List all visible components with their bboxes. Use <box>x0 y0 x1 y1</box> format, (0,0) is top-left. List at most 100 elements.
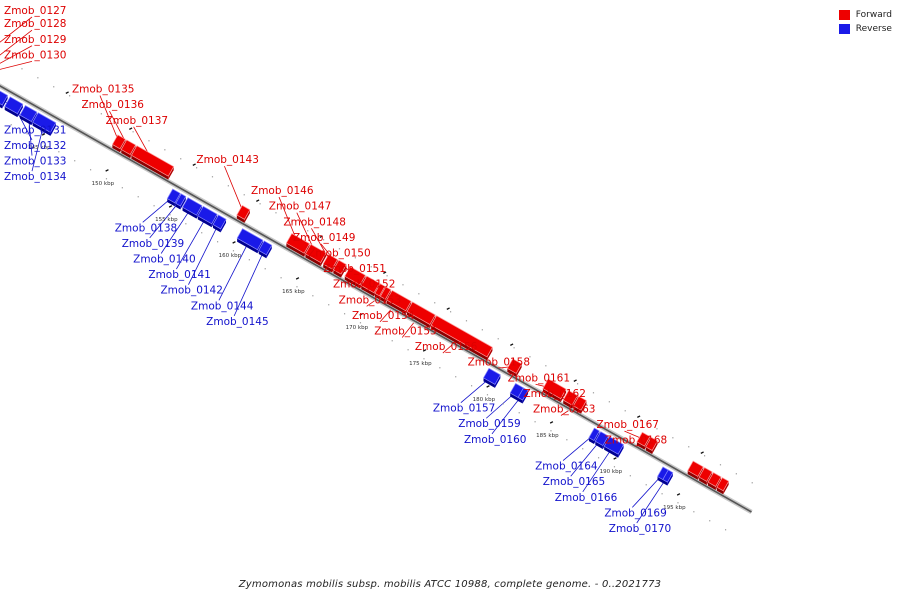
label-connector <box>0 16 33 43</box>
minor-dot <box>608 401 610 403</box>
minor-dot <box>582 448 584 450</box>
gene-label[interactable]: Zmob_0148 <box>283 216 345 228</box>
label-connector <box>0 60 33 70</box>
gene-zmob_0158[interactable] <box>506 358 523 377</box>
gene-end-face <box>50 122 56 136</box>
gene-label[interactable]: Zmob_0135 <box>72 84 134 96</box>
gene-label[interactable]: Zmob_0160 <box>464 434 526 446</box>
gene-side-face <box>212 224 221 233</box>
gene-label[interactable]: Zmob_0131 <box>4 124 66 136</box>
gene-zmob_0149[interactable] <box>332 259 347 278</box>
minor-dot <box>386 275 388 277</box>
gene-top-face <box>332 259 347 275</box>
gene-label[interactable]: Zmob_0163 <box>533 403 595 415</box>
gene-zmob_0147[interactable] <box>304 243 327 267</box>
gene-label[interactable]: Zmob_0136 <box>81 99 144 111</box>
gene-label[interactable]: Zmob_0143 <box>196 154 258 166</box>
gene-label[interactable]: Zmob_0167 <box>596 419 658 431</box>
gene-top-face <box>603 436 625 455</box>
gene-label[interactable]: Zmob_0150 <box>308 247 370 259</box>
gene-label[interactable]: Zmob_0170 <box>609 523 671 535</box>
gene-label[interactable]: Zmob_0162 <box>523 388 585 400</box>
gene-zmob_0142[interactable] <box>212 214 227 233</box>
gene-zmob_0137[interactable] <box>130 145 175 180</box>
gene-zmob_0160[interactable] <box>517 387 529 404</box>
gene-label[interactable]: Zmob_0164 <box>535 461 598 473</box>
gene-zmob_0153[interactable] <box>379 286 392 303</box>
gene-label[interactable]: Zmob_0154 <box>352 310 415 322</box>
gene-label[interactable]: Zmob_0145 <box>206 316 268 328</box>
label-connector <box>636 475 669 524</box>
gene-label[interactable]: Zmob_0159 <box>458 418 520 430</box>
forward-swatch-icon <box>838 10 850 20</box>
minor-dot <box>275 212 277 214</box>
gene-zmob_0144[interactable] <box>236 228 264 254</box>
gene-side-face <box>645 446 653 454</box>
gene-zmob_0139[interactable] <box>175 193 187 210</box>
gene-label[interactable]: Zmob_0151 <box>323 263 385 275</box>
gene-label[interactable]: Zmob_0142 <box>160 285 222 297</box>
gene-label[interactable]: Zmob_0156 <box>415 341 478 353</box>
gene-label[interactable]: Zmob_0134 <box>4 171 67 183</box>
gene-label[interactable]: Zmob_0129 <box>4 34 66 46</box>
gene-zmob_0132[interactable] <box>4 96 24 118</box>
gene-zmob_0131[interactable] <box>0 90 9 109</box>
gene-top-face <box>197 205 218 225</box>
gene-zmob_0161[interactable] <box>542 378 567 403</box>
gene-label[interactable]: Zmob_0133 <box>4 156 66 168</box>
gene-unlabeled[interactable] <box>707 472 722 490</box>
gene-zmob_0157[interactable] <box>483 367 501 388</box>
gene-label[interactable]: Zmob_0140 <box>133 253 195 265</box>
minor-dot <box>259 203 261 205</box>
minor-dot <box>470 385 473 387</box>
gene-label[interactable]: Zmob_0152 <box>333 279 395 291</box>
gene-zmob_0166[interactable] <box>603 436 625 458</box>
gene-label[interactable]: Zmob_0147 <box>269 201 331 213</box>
gene-label[interactable]: Zmob_0155 <box>374 325 436 337</box>
gene-unlabeled[interactable] <box>687 460 704 480</box>
gene-label[interactable]: Zmob_0153 <box>339 294 401 306</box>
gene-label[interactable]: Zmob_0149 <box>293 232 355 244</box>
gene-zmob_0136[interactable] <box>120 139 137 159</box>
gene-zmob_0143[interactable] <box>236 204 251 223</box>
minor-dot <box>248 259 250 261</box>
gene-zmob_0134[interactable] <box>32 112 57 136</box>
minor-dot <box>243 194 245 196</box>
minor-dot <box>148 140 150 142</box>
gene-label[interactable]: Zmob_0157 <box>433 403 495 415</box>
gene-zmob_0156[interactable] <box>430 315 493 361</box>
gene-zmob_0168[interactable] <box>645 436 659 454</box>
gene-label[interactable]: Zmob_0127 <box>4 5 66 17</box>
gene-zmob_0170[interactable] <box>662 469 674 486</box>
gene-zmob_0135[interactable] <box>111 134 126 153</box>
gene-label[interactable]: Zmob_0128 <box>4 18 66 30</box>
minor-dot <box>661 493 663 495</box>
minor-dot <box>693 511 695 513</box>
gene-zmob_0154[interactable] <box>386 289 412 315</box>
gene-label[interactable]: Zmob_0169 <box>604 507 666 519</box>
minor-dot <box>561 374 563 376</box>
gene-label[interactable]: Zmob_0165 <box>543 476 605 488</box>
gene-label[interactable]: Zmob_0137 <box>106 115 168 127</box>
tick-mark-upper <box>383 271 387 274</box>
label-connector <box>149 199 182 239</box>
gene-unlabeled[interactable] <box>716 477 730 495</box>
gene-label[interactable]: Zmob_0138 <box>115 222 177 234</box>
gene-label[interactable]: Zmob_0158 <box>468 357 530 369</box>
gene-end-face <box>168 166 174 180</box>
gene-side-face <box>286 243 305 257</box>
gene-label[interactable]: Zmob_0132 <box>4 140 66 152</box>
gene-label[interactable]: Zmob_0144 <box>191 300 254 312</box>
gene-zmob_0145[interactable] <box>258 240 273 259</box>
gene-label[interactable]: Zmob_0146 <box>251 185 314 197</box>
gene-label[interactable]: Zmob_0168 <box>605 435 667 447</box>
gene-label[interactable]: Zmob_0130 <box>4 49 66 61</box>
gene-label[interactable]: Zmob_0161 <box>508 372 570 384</box>
minor-dot <box>465 320 468 322</box>
gene-side-face <box>323 264 333 273</box>
gene-label[interactable]: Zmob_0139 <box>122 238 184 250</box>
gene-label[interactable]: Zmob_0141 <box>148 269 210 281</box>
gene-top-face <box>687 460 704 477</box>
gene-label[interactable]: Zmob_0166 <box>555 492 618 504</box>
gene-zmob_0163[interactable] <box>572 395 587 414</box>
